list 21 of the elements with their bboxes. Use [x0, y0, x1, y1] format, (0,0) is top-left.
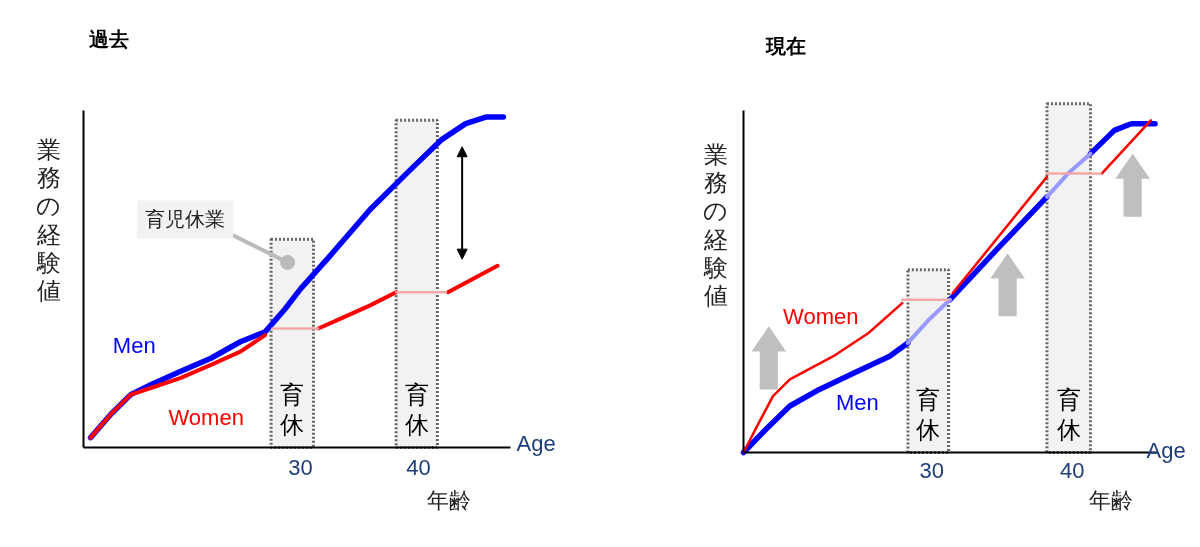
series-label: Men [835, 390, 879, 416]
band-label: 育休 [916, 385, 941, 443]
annotation: 育児休業 [145, 208, 226, 231]
x-axis-title: Age [516, 431, 556, 456]
series-label: Men [112, 332, 156, 358]
text: 年齢 [1088, 488, 1133, 513]
series-label: Women [783, 303, 859, 329]
y-axis-title: 業務の経験値 [702, 140, 728, 310]
x-axis-title: Age [1146, 438, 1186, 463]
x-tick-label: 40 [1059, 458, 1085, 483]
band-label: 育休 [280, 380, 305, 438]
y-axis-title: 業務の経験値 [35, 135, 61, 305]
band-label: 育休 [1056, 385, 1081, 443]
series-label: Women [168, 405, 244, 431]
x-tick-label: 30 [919, 458, 944, 483]
text: 年齢 [426, 488, 471, 513]
x-tick-label: 30 [288, 455, 313, 480]
x-tick-label: 40 [406, 455, 431, 480]
chart-title: 現在 [764, 34, 806, 57]
chart-title: 過去 [87, 27, 129, 50]
band-label: 育休 [404, 380, 429, 438]
